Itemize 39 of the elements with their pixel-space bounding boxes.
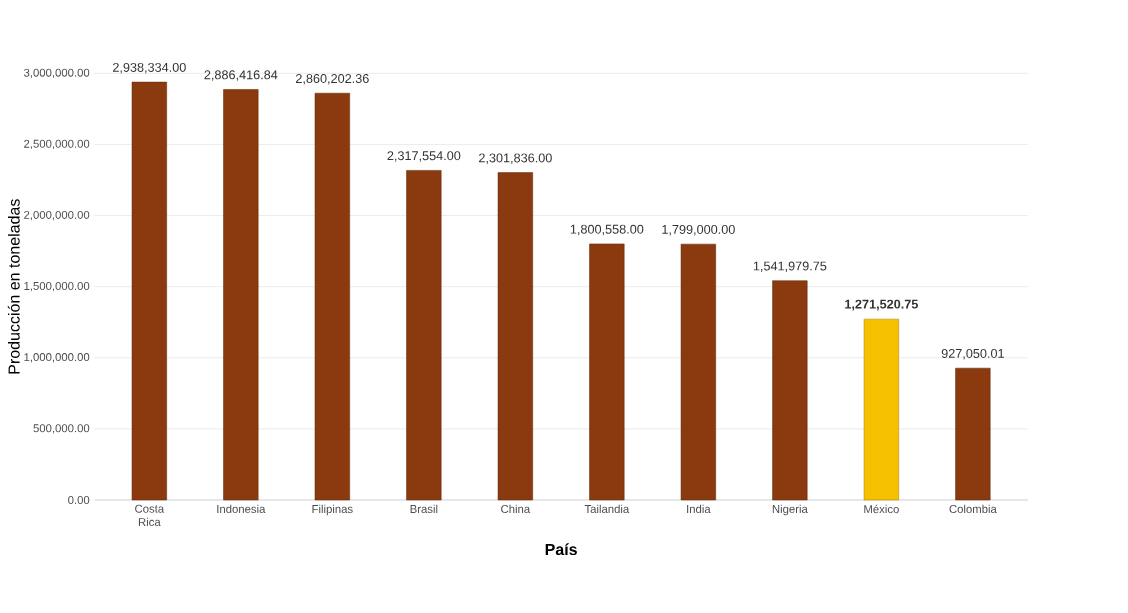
- bar: [314, 92, 350, 501]
- x-tick-label: México: [864, 504, 899, 513]
- x-tick-label: Indonesia: [217, 504, 266, 513]
- data-label: 2,301,836.00: [479, 153, 552, 164]
- x-axis-title: País: [545, 543, 577, 555]
- x-tick-label: India: [687, 504, 711, 513]
- data-label: 2,938,334.00: [112, 62, 186, 74]
- data-label: 1,799,000.00: [662, 224, 735, 236]
- x-tick-label: Colombia: [949, 504, 997, 513]
- data-label: 1,271,520.75: [845, 299, 918, 311]
- data-label: 1,800,558.00: [570, 224, 644, 236]
- y-tick-label: 0.00: [68, 495, 90, 504]
- data-label: 2,860,202.36: [295, 73, 369, 85]
- bar: [772, 280, 808, 501]
- y-tick-label: 1,500,000.00: [24, 281, 90, 292]
- bar: [497, 172, 533, 501]
- x-tick-label: Filipinas: [312, 504, 353, 516]
- x-tick-label: Nigeria: [772, 504, 808, 516]
- x-tick-label: Costa Rica: [135, 504, 165, 526]
- bar: [955, 367, 991, 501]
- y-tick-label: 500,000.00: [33, 424, 90, 434]
- bar: [589, 243, 625, 501]
- data-label: 1,541,979.75: [753, 261, 827, 272]
- y-tick-label: 2,000,000.00: [24, 210, 90, 221]
- data-label: 2,317,554.00: [387, 151, 461, 162]
- y-tick-label: 2,500,000.00: [24, 139, 90, 149]
- bar: [680, 243, 716, 501]
- bar: [131, 81, 167, 501]
- y-tick-label: 1,000,000.00: [24, 352, 90, 363]
- data-label: 2,886,416.84: [204, 70, 278, 81]
- data-label: 927,050.01: [941, 348, 1004, 360]
- x-tick-label: China: [501, 504, 531, 513]
- x-tick-label: Tailandia: [584, 504, 630, 513]
- y-axis-title: Producción en toneladas: [7, 199, 20, 374]
- bar: [406, 169, 442, 501]
- y-tick-label: 3,000,000.00: [23, 68, 90, 78]
- bar: [863, 318, 899, 501]
- x-tick-label: Brasil: [410, 504, 438, 513]
- bar: [223, 89, 259, 501]
